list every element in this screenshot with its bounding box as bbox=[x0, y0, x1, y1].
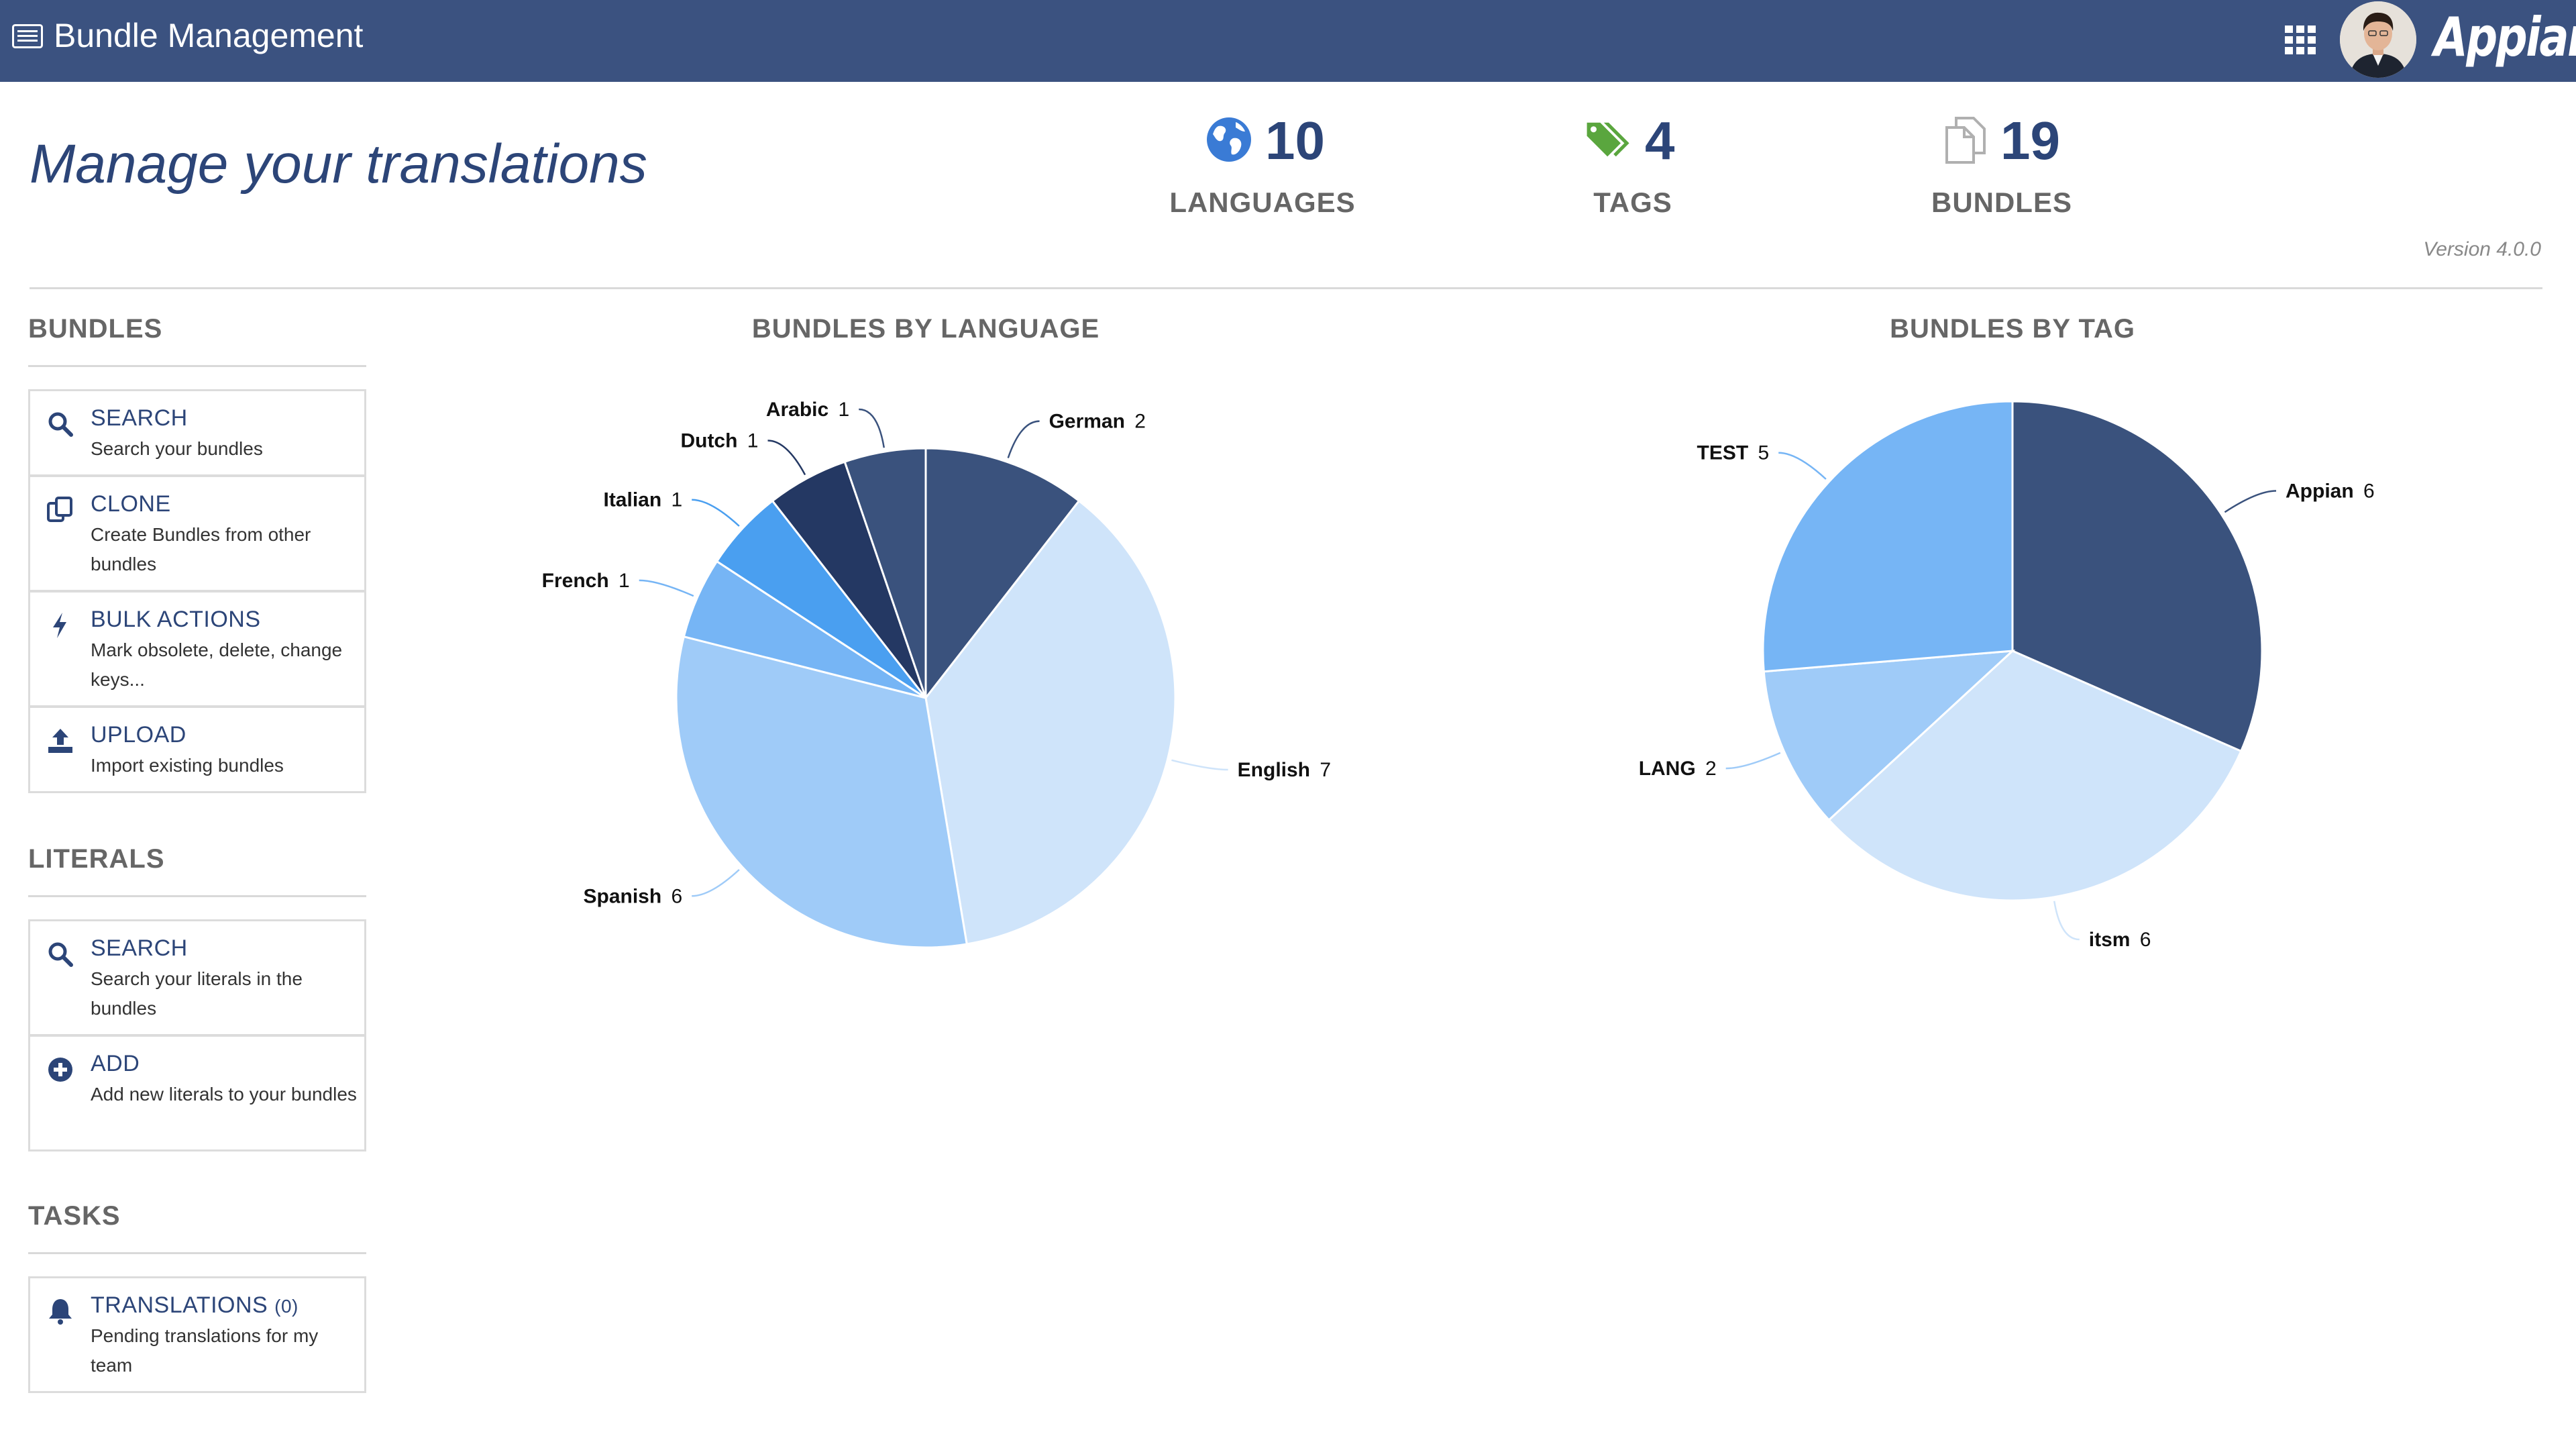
language-leader-french bbox=[639, 579, 694, 597]
language-slice-english[interactable] bbox=[924, 499, 1177, 945]
bundles-count: 19 bbox=[2000, 111, 2060, 170]
bundles-search-card[interactable]: SEARCH Search your bundles bbox=[28, 389, 366, 476]
language-leader-english bbox=[1171, 759, 1228, 771]
literals-search-card[interactable]: SEARCH Search your literals in the bundl… bbox=[28, 919, 366, 1036]
top-bar: Bundle Management Appian bbox=[0, 0, 2576, 82]
language-label-english: English 7 bbox=[1238, 759, 1331, 781]
card-title: ADD bbox=[91, 1051, 140, 1076]
card-description: Add new literals to your bundles bbox=[91, 1084, 357, 1105]
language-label-spanish: Spanish 6 bbox=[583, 885, 682, 907]
globe-icon bbox=[1207, 117, 1251, 162]
card-title: BULK ACTIONS bbox=[91, 607, 261, 632]
card-title: SEARCH bbox=[91, 405, 188, 431]
section-title-literals: LITERALS bbox=[28, 844, 165, 874]
tag-leader-appian bbox=[2224, 490, 2277, 513]
section-divider bbox=[28, 365, 366, 367]
bundles-clone-card[interactable]: CLONE Create Bundles from other bundles bbox=[28, 475, 366, 592]
upload-icon bbox=[48, 729, 72, 753]
user-portrait-icon bbox=[2340, 1, 2416, 78]
chart-title-language: BUNDLES BY LANGUAGE bbox=[751, 314, 1100, 344]
tags-label: TAGS bbox=[1593, 187, 1672, 218]
language-leader-italian bbox=[692, 499, 740, 527]
clone-icon bbox=[47, 497, 72, 522]
card-description: Create Bundles from other bundles bbox=[91, 524, 311, 574]
app-grid-icon[interactable] bbox=[2284, 24, 2317, 55]
documents-icon bbox=[1945, 117, 1986, 164]
language-leader-dutch bbox=[767, 440, 806, 476]
bolt-icon bbox=[53, 613, 66, 638]
section-divider bbox=[28, 1252, 366, 1254]
card-description: Search your bundles bbox=[91, 438, 263, 459]
literals-add-card[interactable]: ADD Add new literals to your bundles bbox=[28, 1035, 366, 1151]
language-label-dutch: Dutch 1 bbox=[680, 430, 758, 452]
tag-slice-lang[interactable] bbox=[1762, 650, 2016, 822]
task-count: (0) bbox=[274, 1296, 299, 1317]
search-icon bbox=[48, 412, 73, 437]
card-description: Import existing bundles bbox=[91, 755, 284, 776]
card-title: SEARCH bbox=[91, 935, 188, 961]
language-slice-arabic[interactable] bbox=[843, 447, 927, 699]
language-label-arabic: Arabic 1 bbox=[766, 399, 849, 421]
card-title: CLONE bbox=[91, 491, 171, 517]
languages-label: LANGUAGES bbox=[1169, 187, 1356, 218]
chart-title-tag: BUNDLES BY TAG bbox=[1890, 314, 2135, 344]
header-divider bbox=[30, 287, 2542, 289]
card-description: Search your literals in the bundles bbox=[91, 968, 303, 1019]
tag-leader-itsm bbox=[2053, 901, 2080, 941]
language-label-german: German 2 bbox=[1049, 411, 1146, 433]
tag-slice-appian[interactable] bbox=[2011, 400, 2263, 753]
bell-icon bbox=[49, 1299, 72, 1325]
language-label-italian: Italian 1 bbox=[603, 489, 682, 511]
bundles-label: BUNDLES bbox=[1931, 187, 2072, 218]
translations-task-card[interactable]: TRANSLATIONS (0) Pending translations fo… bbox=[28, 1276, 366, 1393]
tag-label-test: TEST 5 bbox=[1697, 442, 1770, 464]
stat-languages: 10 LANGUAGES bbox=[1128, 107, 1397, 228]
add-circle-icon bbox=[48, 1058, 72, 1082]
stat-tags: 4 TAGS bbox=[1499, 107, 1767, 228]
language-leader-arabic bbox=[859, 408, 885, 448]
card-title-text: TRANSLATIONS bbox=[91, 1292, 268, 1318]
stat-bundles: 19 BUNDLES bbox=[1868, 107, 2136, 228]
tag-label-lang: LANG 2 bbox=[1639, 758, 1717, 780]
user-avatar[interactable] bbox=[2340, 1, 2416, 78]
card-description: Mark obsolete, delete, change keys... bbox=[91, 639, 343, 690]
section-title-bundles: BUNDLES bbox=[28, 314, 163, 344]
tag-slice-test[interactable] bbox=[1762, 400, 2014, 673]
card-title: TRANSLATIONS (0) bbox=[91, 1290, 299, 1321]
language-leader-german bbox=[1007, 420, 1040, 458]
page-title: Manage your translations bbox=[30, 134, 647, 195]
tags-count: 4 bbox=[1645, 111, 1675, 170]
section-title-tasks: TASKS bbox=[28, 1201, 121, 1231]
language-leader-spanish bbox=[692, 869, 740, 897]
bulk-actions-card[interactable]: BULK ACTIONS Mark obsolete, delete, chan… bbox=[28, 591, 366, 707]
section-divider bbox=[28, 895, 366, 897]
tag-leader-test bbox=[1778, 452, 1827, 480]
tag-label-appian: Appian 6 bbox=[2286, 480, 2375, 503]
tag-leader-lang bbox=[1725, 752, 1781, 770]
tag-label-itsm: itsm 6 bbox=[2089, 929, 2151, 951]
search-icon bbox=[48, 942, 73, 967]
app-list-icon bbox=[12, 24, 43, 48]
card-title: UPLOAD bbox=[91, 722, 186, 748]
languages-count: 10 bbox=[1265, 111, 1325, 170]
upload-card[interactable]: UPLOAD Import existing bundles bbox=[28, 706, 366, 793]
card-description: Pending translations for my team bbox=[91, 1325, 319, 1376]
version-label: Version 4.0.0 bbox=[2423, 238, 2541, 260]
app-title: Bundle Management bbox=[54, 17, 364, 54]
brand-logo: Appian bbox=[2434, 6, 2576, 68]
tag-slice-itsm[interactable] bbox=[1827, 650, 2243, 902]
language-label-french: French 1 bbox=[542, 570, 630, 592]
language-slice-german[interactable] bbox=[924, 447, 1081, 701]
language-slice-spanish[interactable] bbox=[675, 635, 968, 949]
tags-icon bbox=[1587, 122, 1629, 157]
